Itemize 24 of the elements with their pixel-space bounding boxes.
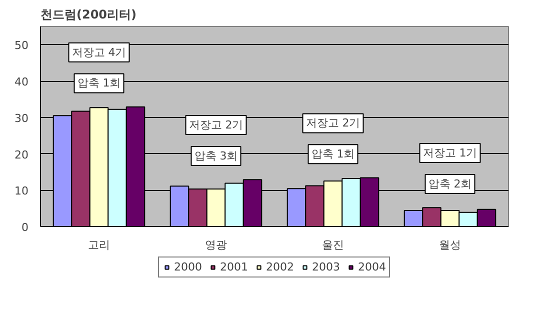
y-tick-label: 40 xyxy=(14,76,29,89)
annotation: 저장고 1기 xyxy=(422,146,478,160)
chart-title: 천드럼(200리터) xyxy=(40,8,137,22)
x-tick-label: 고리 xyxy=(88,238,110,252)
annotation: 압축 3회 xyxy=(194,149,238,162)
legend-label: 2004 xyxy=(358,260,386,274)
annotation: 압축 1회 xyxy=(311,148,355,161)
legend-label: 2002 xyxy=(266,260,294,274)
annotation: 압축 1회 xyxy=(77,76,121,90)
y-tick-label: 0 xyxy=(22,221,28,234)
y-tick-label: 10 xyxy=(14,184,29,198)
legend-label: 2003 xyxy=(312,260,340,274)
y-tick-label: 30 xyxy=(14,112,29,125)
y-tick-label: 20 xyxy=(14,148,29,162)
annotation: 저장고 4기 xyxy=(72,46,126,59)
annotation: 저장고 2기 xyxy=(306,116,360,130)
x-tick-label: 월성 xyxy=(439,238,461,252)
x-tick-label: 울진 xyxy=(322,238,344,252)
legend-label: 2000 xyxy=(174,260,202,274)
annotation: 압축 2회 xyxy=(428,177,472,190)
x-tick-label: 영광 xyxy=(205,238,227,252)
annotation: 저장고 2기 xyxy=(188,118,244,132)
legend-label: 2001 xyxy=(220,260,248,274)
y-tick-label: 50 xyxy=(14,39,29,52)
